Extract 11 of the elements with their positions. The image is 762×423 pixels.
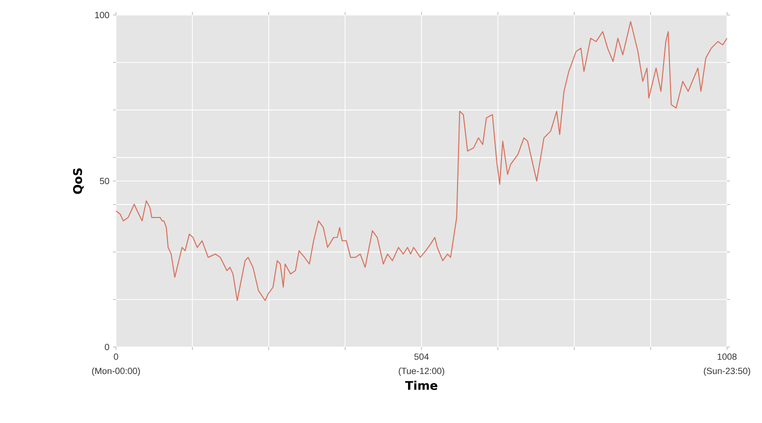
x-tick-label: 504: [414, 354, 429, 360]
text: (Sun-23:50): [704, 368, 750, 376]
x-axis-title: Time: [405, 380, 438, 390]
y-tick-label: 0: [104, 344, 110, 350]
y-tick-label: 100: [95, 12, 110, 18]
y-tick-label: 50: [100, 178, 110, 184]
x-tick-label: 1008: [718, 354, 737, 360]
text: (Mon-00:00): [92, 368, 140, 376]
text: (Tue-12:00): [398, 368, 444, 376]
y-axis-title: QoS: [73, 168, 84, 194]
x-tick-label: 0: [114, 354, 118, 360]
